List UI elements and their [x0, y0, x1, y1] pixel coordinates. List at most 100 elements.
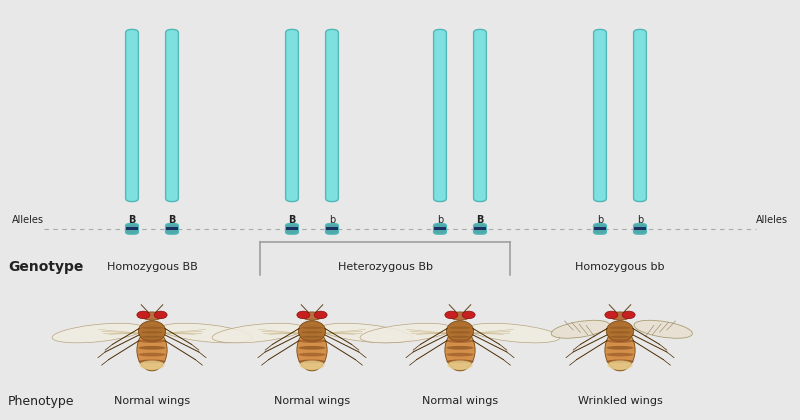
Text: Homozygous BB: Homozygous BB: [106, 262, 198, 272]
FancyBboxPatch shape: [126, 223, 138, 234]
FancyBboxPatch shape: [594, 29, 606, 202]
FancyBboxPatch shape: [326, 223, 338, 234]
Bar: [474, 228, 486, 230]
Ellipse shape: [468, 323, 560, 343]
Ellipse shape: [605, 329, 635, 371]
Ellipse shape: [607, 360, 633, 370]
Ellipse shape: [446, 346, 474, 350]
Ellipse shape: [297, 329, 327, 371]
Ellipse shape: [446, 321, 474, 341]
Ellipse shape: [446, 353, 474, 357]
Ellipse shape: [298, 321, 326, 341]
Ellipse shape: [634, 320, 692, 338]
Ellipse shape: [606, 360, 634, 363]
Ellipse shape: [446, 360, 474, 363]
Ellipse shape: [301, 331, 323, 333]
Ellipse shape: [52, 323, 144, 343]
Ellipse shape: [302, 312, 322, 320]
Ellipse shape: [449, 336, 470, 338]
Ellipse shape: [450, 312, 470, 320]
Text: Normal wings: Normal wings: [422, 396, 498, 406]
Ellipse shape: [610, 336, 630, 338]
Ellipse shape: [445, 329, 475, 371]
Ellipse shape: [606, 339, 634, 343]
Ellipse shape: [298, 353, 326, 357]
Text: Homozygous bb: Homozygous bb: [575, 262, 665, 272]
FancyBboxPatch shape: [634, 29, 646, 202]
Ellipse shape: [138, 346, 166, 350]
Ellipse shape: [138, 321, 166, 341]
Text: Normal wings: Normal wings: [114, 396, 190, 406]
FancyBboxPatch shape: [474, 223, 486, 234]
Ellipse shape: [551, 320, 610, 338]
Text: b: b: [637, 215, 643, 225]
Text: b: b: [437, 215, 443, 225]
FancyBboxPatch shape: [434, 29, 446, 202]
Text: Genotype: Genotype: [8, 260, 83, 274]
Ellipse shape: [449, 327, 470, 329]
FancyBboxPatch shape: [166, 223, 178, 234]
Ellipse shape: [212, 323, 304, 343]
Ellipse shape: [137, 329, 167, 371]
Ellipse shape: [142, 312, 162, 320]
Text: B: B: [476, 215, 484, 225]
Text: B: B: [168, 215, 176, 225]
Bar: [286, 228, 298, 230]
Ellipse shape: [449, 331, 470, 333]
Ellipse shape: [301, 327, 323, 329]
Ellipse shape: [314, 311, 327, 319]
Text: B: B: [288, 215, 296, 225]
Ellipse shape: [610, 312, 630, 320]
Ellipse shape: [610, 327, 630, 329]
Bar: [634, 228, 646, 230]
Ellipse shape: [610, 331, 630, 333]
Bar: [326, 228, 338, 230]
Ellipse shape: [298, 339, 326, 343]
FancyBboxPatch shape: [634, 223, 646, 234]
Ellipse shape: [298, 360, 326, 363]
Text: Alleles: Alleles: [12, 215, 44, 225]
Ellipse shape: [297, 311, 310, 319]
Text: Phenotype: Phenotype: [8, 395, 74, 407]
Ellipse shape: [141, 327, 163, 329]
FancyBboxPatch shape: [434, 223, 446, 234]
Text: b: b: [597, 215, 603, 225]
Ellipse shape: [605, 311, 618, 319]
Text: Heterozygous Bb: Heterozygous Bb: [338, 262, 433, 272]
Ellipse shape: [138, 339, 166, 343]
Ellipse shape: [141, 331, 163, 333]
Ellipse shape: [154, 311, 167, 319]
Bar: [594, 228, 606, 230]
Ellipse shape: [301, 336, 323, 338]
Ellipse shape: [445, 311, 458, 319]
Ellipse shape: [606, 346, 634, 350]
Ellipse shape: [138, 360, 166, 363]
FancyBboxPatch shape: [166, 29, 178, 202]
Text: Normal wings: Normal wings: [274, 396, 350, 406]
FancyBboxPatch shape: [326, 29, 338, 202]
Bar: [434, 228, 446, 230]
Text: Alleles: Alleles: [756, 215, 788, 225]
FancyBboxPatch shape: [594, 223, 606, 234]
Text: Wrinkled wings: Wrinkled wings: [578, 396, 662, 406]
Ellipse shape: [160, 323, 252, 343]
FancyBboxPatch shape: [286, 29, 298, 202]
Ellipse shape: [462, 311, 475, 319]
Bar: [166, 228, 178, 230]
Ellipse shape: [606, 321, 634, 341]
Ellipse shape: [446, 339, 474, 343]
Ellipse shape: [360, 323, 452, 343]
Ellipse shape: [139, 360, 165, 370]
Ellipse shape: [299, 360, 325, 370]
Ellipse shape: [141, 336, 163, 338]
Text: b: b: [329, 215, 335, 225]
Ellipse shape: [622, 311, 635, 319]
Ellipse shape: [137, 311, 150, 319]
Ellipse shape: [320, 323, 412, 343]
Ellipse shape: [447, 360, 473, 370]
Ellipse shape: [138, 353, 166, 357]
Bar: [126, 228, 138, 230]
Ellipse shape: [298, 346, 326, 350]
FancyBboxPatch shape: [126, 29, 138, 202]
FancyBboxPatch shape: [286, 223, 298, 234]
